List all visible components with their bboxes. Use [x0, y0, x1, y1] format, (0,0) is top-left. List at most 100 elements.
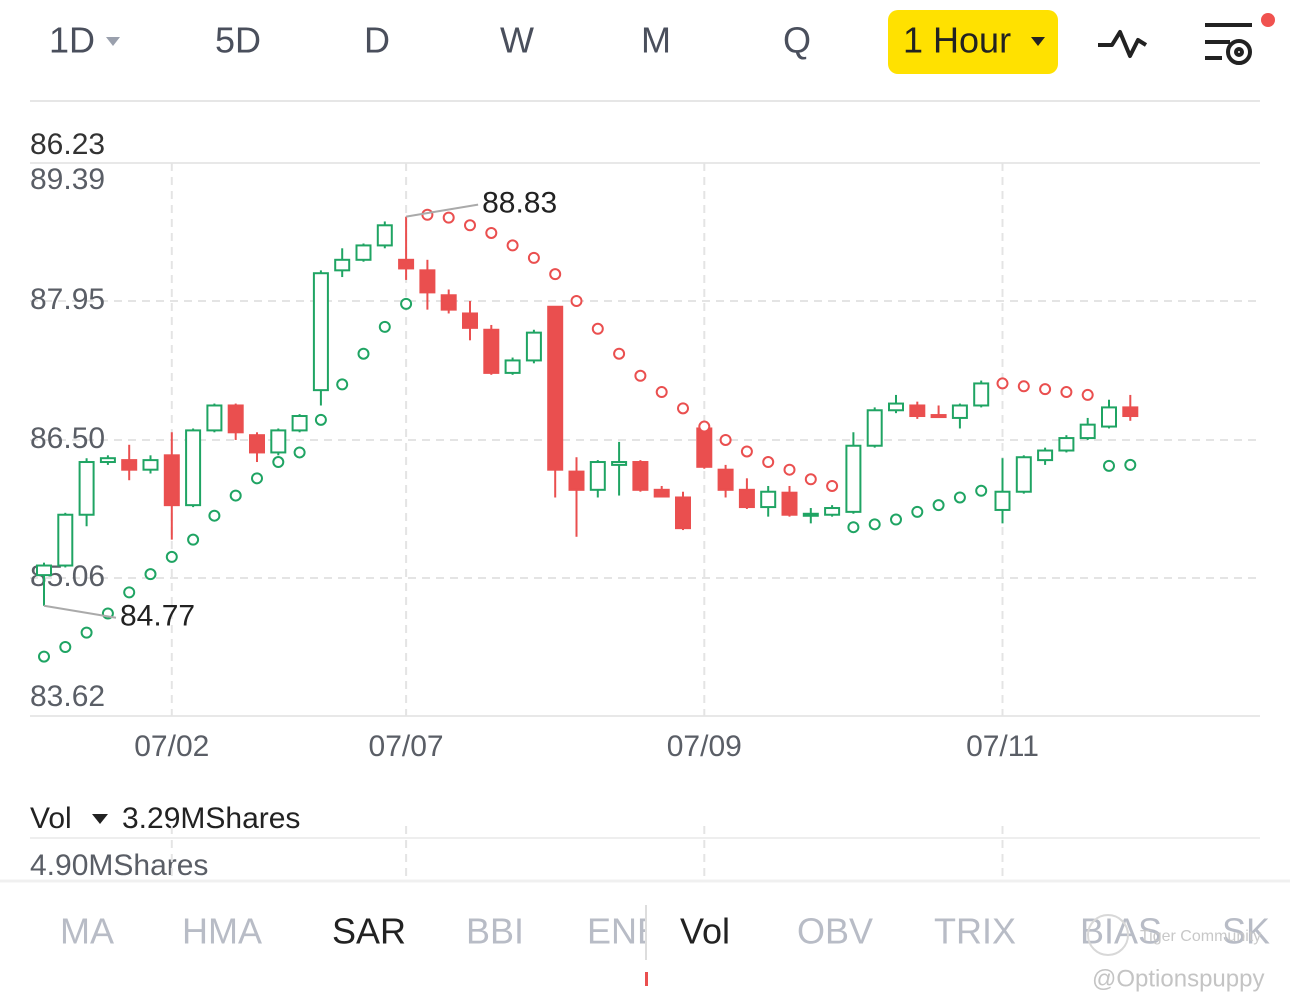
sar-dot: [464, 219, 476, 232]
indicator-tab[interactable]: OBV: [797, 911, 873, 952]
sar-dot: [783, 463, 796, 476]
candle-body: [525, 331, 542, 362]
candle-body: [36, 564, 52, 577]
period-tab[interactable]: Q: [783, 20, 811, 61]
indicator-tab[interactable]: Vol: [680, 911, 730, 952]
candle-body: [568, 470, 585, 491]
indicator-tab[interactable]: BBI: [466, 911, 524, 952]
candle-body: [738, 488, 755, 509]
volume-label[interactable]: Vol: [30, 802, 72, 835]
sar-dot: [38, 650, 50, 663]
indicator-tab[interactable]: MA: [60, 911, 114, 952]
x-tick-label: 07/11: [966, 730, 1039, 763]
price-label: 86.23: [30, 128, 105, 161]
sar-dot: [80, 626, 93, 639]
sar-dot: [378, 320, 391, 333]
candle-body: [717, 468, 734, 491]
candle-body: [675, 496, 691, 530]
sar-dot: [123, 586, 136, 599]
sar-dot: [1060, 386, 1073, 399]
watermark-user: @Optionspuppy: [1092, 965, 1264, 992]
sar-dot: [314, 413, 327, 426]
sar-dot: [59, 640, 72, 653]
sar-dot: [804, 473, 817, 486]
period-tab[interactable]: 1D: [49, 20, 95, 61]
dropdown-caret: [1031, 37, 1045, 46]
watermark-brand: Tiger Community: [1140, 928, 1261, 945]
candle-body: [696, 427, 713, 468]
tab-indicator: [645, 972, 648, 986]
indicator-tab[interactable]: SAR: [332, 911, 406, 952]
candle-body: [185, 429, 202, 507]
indicator-tab[interactable]: ENE: [587, 911, 661, 952]
candle-body: [909, 404, 926, 418]
sar-dot: [762, 456, 775, 469]
candle-body: [121, 459, 138, 471]
volume-current: 3.29MShares: [122, 802, 300, 835]
interval-label[interactable]: 1 Hour: [903, 20, 1011, 61]
sar-dot: [208, 509, 221, 522]
sar-dot: [677, 402, 689, 415]
candle-body: [504, 359, 521, 374]
period-tab[interactable]: 5D: [215, 20, 261, 61]
sar-dot: [187, 533, 200, 546]
candle-body: [312, 272, 329, 392]
sar-dot: [890, 513, 902, 526]
interval-button[interactable]: [888, 10, 1058, 74]
period-tab[interactable]: W: [500, 20, 534, 61]
sar-dot: [549, 268, 562, 281]
sar-dot: [229, 489, 242, 502]
high-marker-line: [405, 203, 479, 218]
candle-body: [462, 312, 478, 329]
sar-dot: [570, 295, 583, 308]
sar-dot: [953, 491, 966, 504]
candle-body: [1015, 456, 1032, 493]
candle-body: [78, 461, 95, 516]
sar-dot: [740, 445, 753, 458]
indicator-tab[interactable]: HMA: [182, 911, 262, 952]
candle-body: [376, 224, 393, 247]
settings-icon[interactable]: [1205, 23, 1252, 65]
sar-dot: [357, 347, 370, 360]
indicator-tab[interactable]: BIAS: [1080, 911, 1162, 952]
candle-body: [99, 457, 116, 464]
sar-dot: [293, 446, 306, 459]
sar-dot: [996, 377, 1009, 390]
sar-dot: [442, 211, 455, 224]
candle-body: [802, 512, 819, 517]
low-marker-label: 84.77: [120, 600, 195, 633]
period-tab[interactable]: D: [364, 20, 390, 61]
sar-dot: [400, 297, 413, 310]
dropdown-caret: [92, 814, 108, 824]
candle-body: [1037, 449, 1054, 462]
sar-dot: [506, 239, 519, 252]
candle-body: [1101, 406, 1117, 428]
sar-dot: [847, 521, 860, 534]
candle-body: [419, 269, 436, 294]
y-tick-label: 86.50: [30, 422, 105, 455]
x-tick-label: 07/02: [134, 730, 209, 763]
candle-body: [1058, 437, 1075, 452]
sar-dot: [719, 433, 732, 446]
sar-dot: [1124, 458, 1137, 471]
sar-dot: [826, 479, 839, 492]
indicator-icon[interactable]: [1098, 30, 1148, 58]
candle-body: [142, 459, 159, 471]
sar-dot: [527, 251, 540, 264]
candle-body: [760, 490, 777, 509]
indicator-tab[interactable]: SK: [1222, 911, 1270, 952]
sar-dot: [975, 484, 988, 497]
x-tick-label: 07/07: [369, 730, 444, 763]
sar-dot: [911, 505, 924, 518]
candle-body: [249, 434, 265, 454]
period-tab[interactable]: M: [641, 20, 671, 61]
y-tick-label: 87.95: [30, 283, 105, 316]
indicator-tab[interactable]: TRIX: [934, 911, 1016, 952]
volume-max: 4.90MShares: [30, 849, 208, 882]
y-tick-label: 89.39: [30, 163, 105, 196]
x-tick-label: 07/09: [667, 730, 742, 763]
candle-body: [845, 444, 862, 513]
candle-body: [1079, 423, 1096, 440]
candle-body: [951, 404, 968, 419]
